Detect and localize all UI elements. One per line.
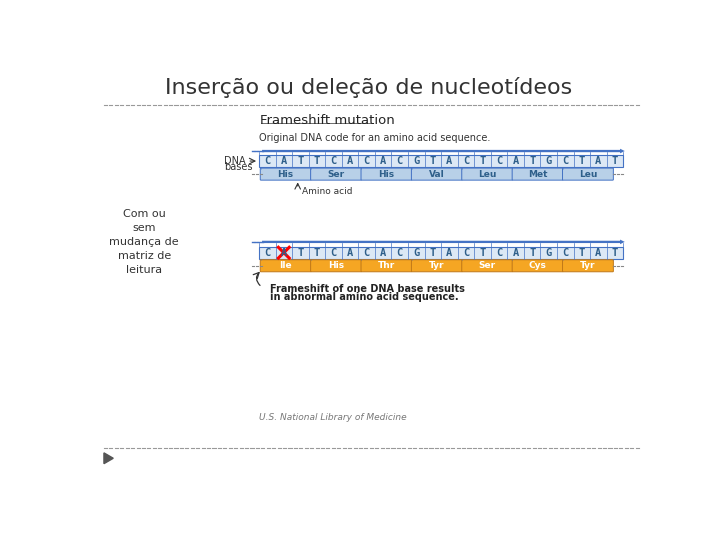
Text: T: T bbox=[529, 156, 535, 166]
Text: A: A bbox=[347, 248, 353, 258]
FancyArrow shape bbox=[262, 240, 625, 244]
Text: G: G bbox=[413, 248, 419, 258]
Text: in abnormal amino acid sequence.: in abnormal amino acid sequence. bbox=[270, 292, 459, 302]
Text: C: C bbox=[330, 248, 336, 258]
Text: His: His bbox=[278, 170, 294, 179]
Text: T: T bbox=[612, 248, 618, 258]
Text: C: C bbox=[496, 248, 502, 258]
Text: C: C bbox=[264, 248, 270, 258]
Text: C: C bbox=[364, 156, 369, 166]
Text: C: C bbox=[264, 156, 270, 166]
Text: T: T bbox=[314, 156, 320, 166]
Text: C: C bbox=[496, 156, 502, 166]
FancyBboxPatch shape bbox=[411, 168, 462, 180]
Text: Leu: Leu bbox=[579, 170, 597, 179]
Text: Ser: Ser bbox=[479, 261, 496, 270]
Text: A: A bbox=[380, 248, 386, 258]
Text: His: His bbox=[379, 170, 395, 179]
Text: C: C bbox=[463, 156, 469, 166]
FancyBboxPatch shape bbox=[260, 260, 311, 272]
Text: G: G bbox=[413, 156, 419, 166]
Text: A: A bbox=[347, 156, 353, 166]
FancyBboxPatch shape bbox=[411, 260, 462, 272]
Text: Thr: Thr bbox=[378, 261, 395, 270]
FancyBboxPatch shape bbox=[462, 260, 513, 272]
FancyBboxPatch shape bbox=[562, 168, 613, 180]
Text: T: T bbox=[612, 156, 618, 166]
Text: U.S. National Library of Medicine: U.S. National Library of Medicine bbox=[259, 413, 407, 422]
Text: A: A bbox=[513, 156, 518, 166]
Text: C: C bbox=[463, 248, 469, 258]
Text: A: A bbox=[446, 248, 452, 258]
Text: A: A bbox=[380, 156, 386, 166]
Text: A: A bbox=[281, 248, 287, 258]
FancyArrow shape bbox=[262, 148, 625, 153]
Text: T: T bbox=[297, 156, 303, 166]
FancyBboxPatch shape bbox=[512, 168, 563, 180]
Text: G: G bbox=[546, 248, 552, 258]
FancyBboxPatch shape bbox=[310, 168, 361, 180]
Text: T: T bbox=[480, 248, 485, 258]
Text: A: A bbox=[281, 156, 287, 166]
Text: A: A bbox=[513, 248, 518, 258]
Text: T: T bbox=[430, 248, 436, 258]
Text: Ser: Ser bbox=[328, 170, 345, 179]
Text: Met: Met bbox=[528, 170, 547, 179]
Text: C: C bbox=[397, 156, 402, 166]
Text: Frameshift of one DNA base results: Frameshift of one DNA base results bbox=[270, 284, 464, 294]
Text: Tyr: Tyr bbox=[580, 261, 595, 270]
Text: A: A bbox=[595, 248, 601, 258]
Text: A: A bbox=[446, 156, 452, 166]
Text: T: T bbox=[579, 156, 585, 166]
Text: C: C bbox=[562, 156, 568, 166]
Text: His: His bbox=[328, 261, 344, 270]
Text: T: T bbox=[579, 248, 585, 258]
FancyBboxPatch shape bbox=[512, 260, 563, 272]
FancyBboxPatch shape bbox=[361, 168, 412, 180]
Text: C: C bbox=[562, 248, 568, 258]
Text: C: C bbox=[330, 156, 336, 166]
Text: Ile: Ile bbox=[279, 261, 292, 270]
Text: T: T bbox=[297, 248, 303, 258]
Text: Tyr: Tyr bbox=[429, 261, 444, 270]
Text: DNA: DNA bbox=[224, 156, 246, 166]
FancyBboxPatch shape bbox=[260, 168, 311, 180]
Polygon shape bbox=[104, 453, 113, 464]
Text: T: T bbox=[480, 156, 485, 166]
Text: Com ou
sem
mudança de
matriz de
leitura: Com ou sem mudança de matriz de leitura bbox=[109, 209, 179, 275]
Text: Frameshift mutation: Frameshift mutation bbox=[261, 114, 395, 127]
FancyBboxPatch shape bbox=[310, 260, 361, 272]
Text: Leu: Leu bbox=[478, 170, 496, 179]
Text: T: T bbox=[314, 248, 320, 258]
Text: Original DNA code for an amino acid sequence.: Original DNA code for an amino acid sequ… bbox=[259, 133, 490, 143]
Text: bases: bases bbox=[224, 162, 253, 172]
Text: A: A bbox=[595, 156, 601, 166]
Text: T: T bbox=[430, 156, 436, 166]
Text: C: C bbox=[364, 248, 369, 258]
FancyBboxPatch shape bbox=[361, 260, 412, 272]
Bar bbox=[259, 247, 624, 259]
Text: Cys: Cys bbox=[528, 261, 546, 270]
Text: Val: Val bbox=[429, 170, 445, 179]
Text: C: C bbox=[397, 248, 402, 258]
Bar bbox=[259, 155, 624, 167]
FancyBboxPatch shape bbox=[462, 168, 513, 180]
Text: T: T bbox=[529, 248, 535, 258]
Text: Inserção ou deleção de nucleotídeos: Inserção ou deleção de nucleotídeos bbox=[166, 77, 572, 98]
Text: G: G bbox=[546, 156, 552, 166]
Text: Amino acid: Amino acid bbox=[302, 187, 352, 197]
FancyBboxPatch shape bbox=[562, 260, 613, 272]
